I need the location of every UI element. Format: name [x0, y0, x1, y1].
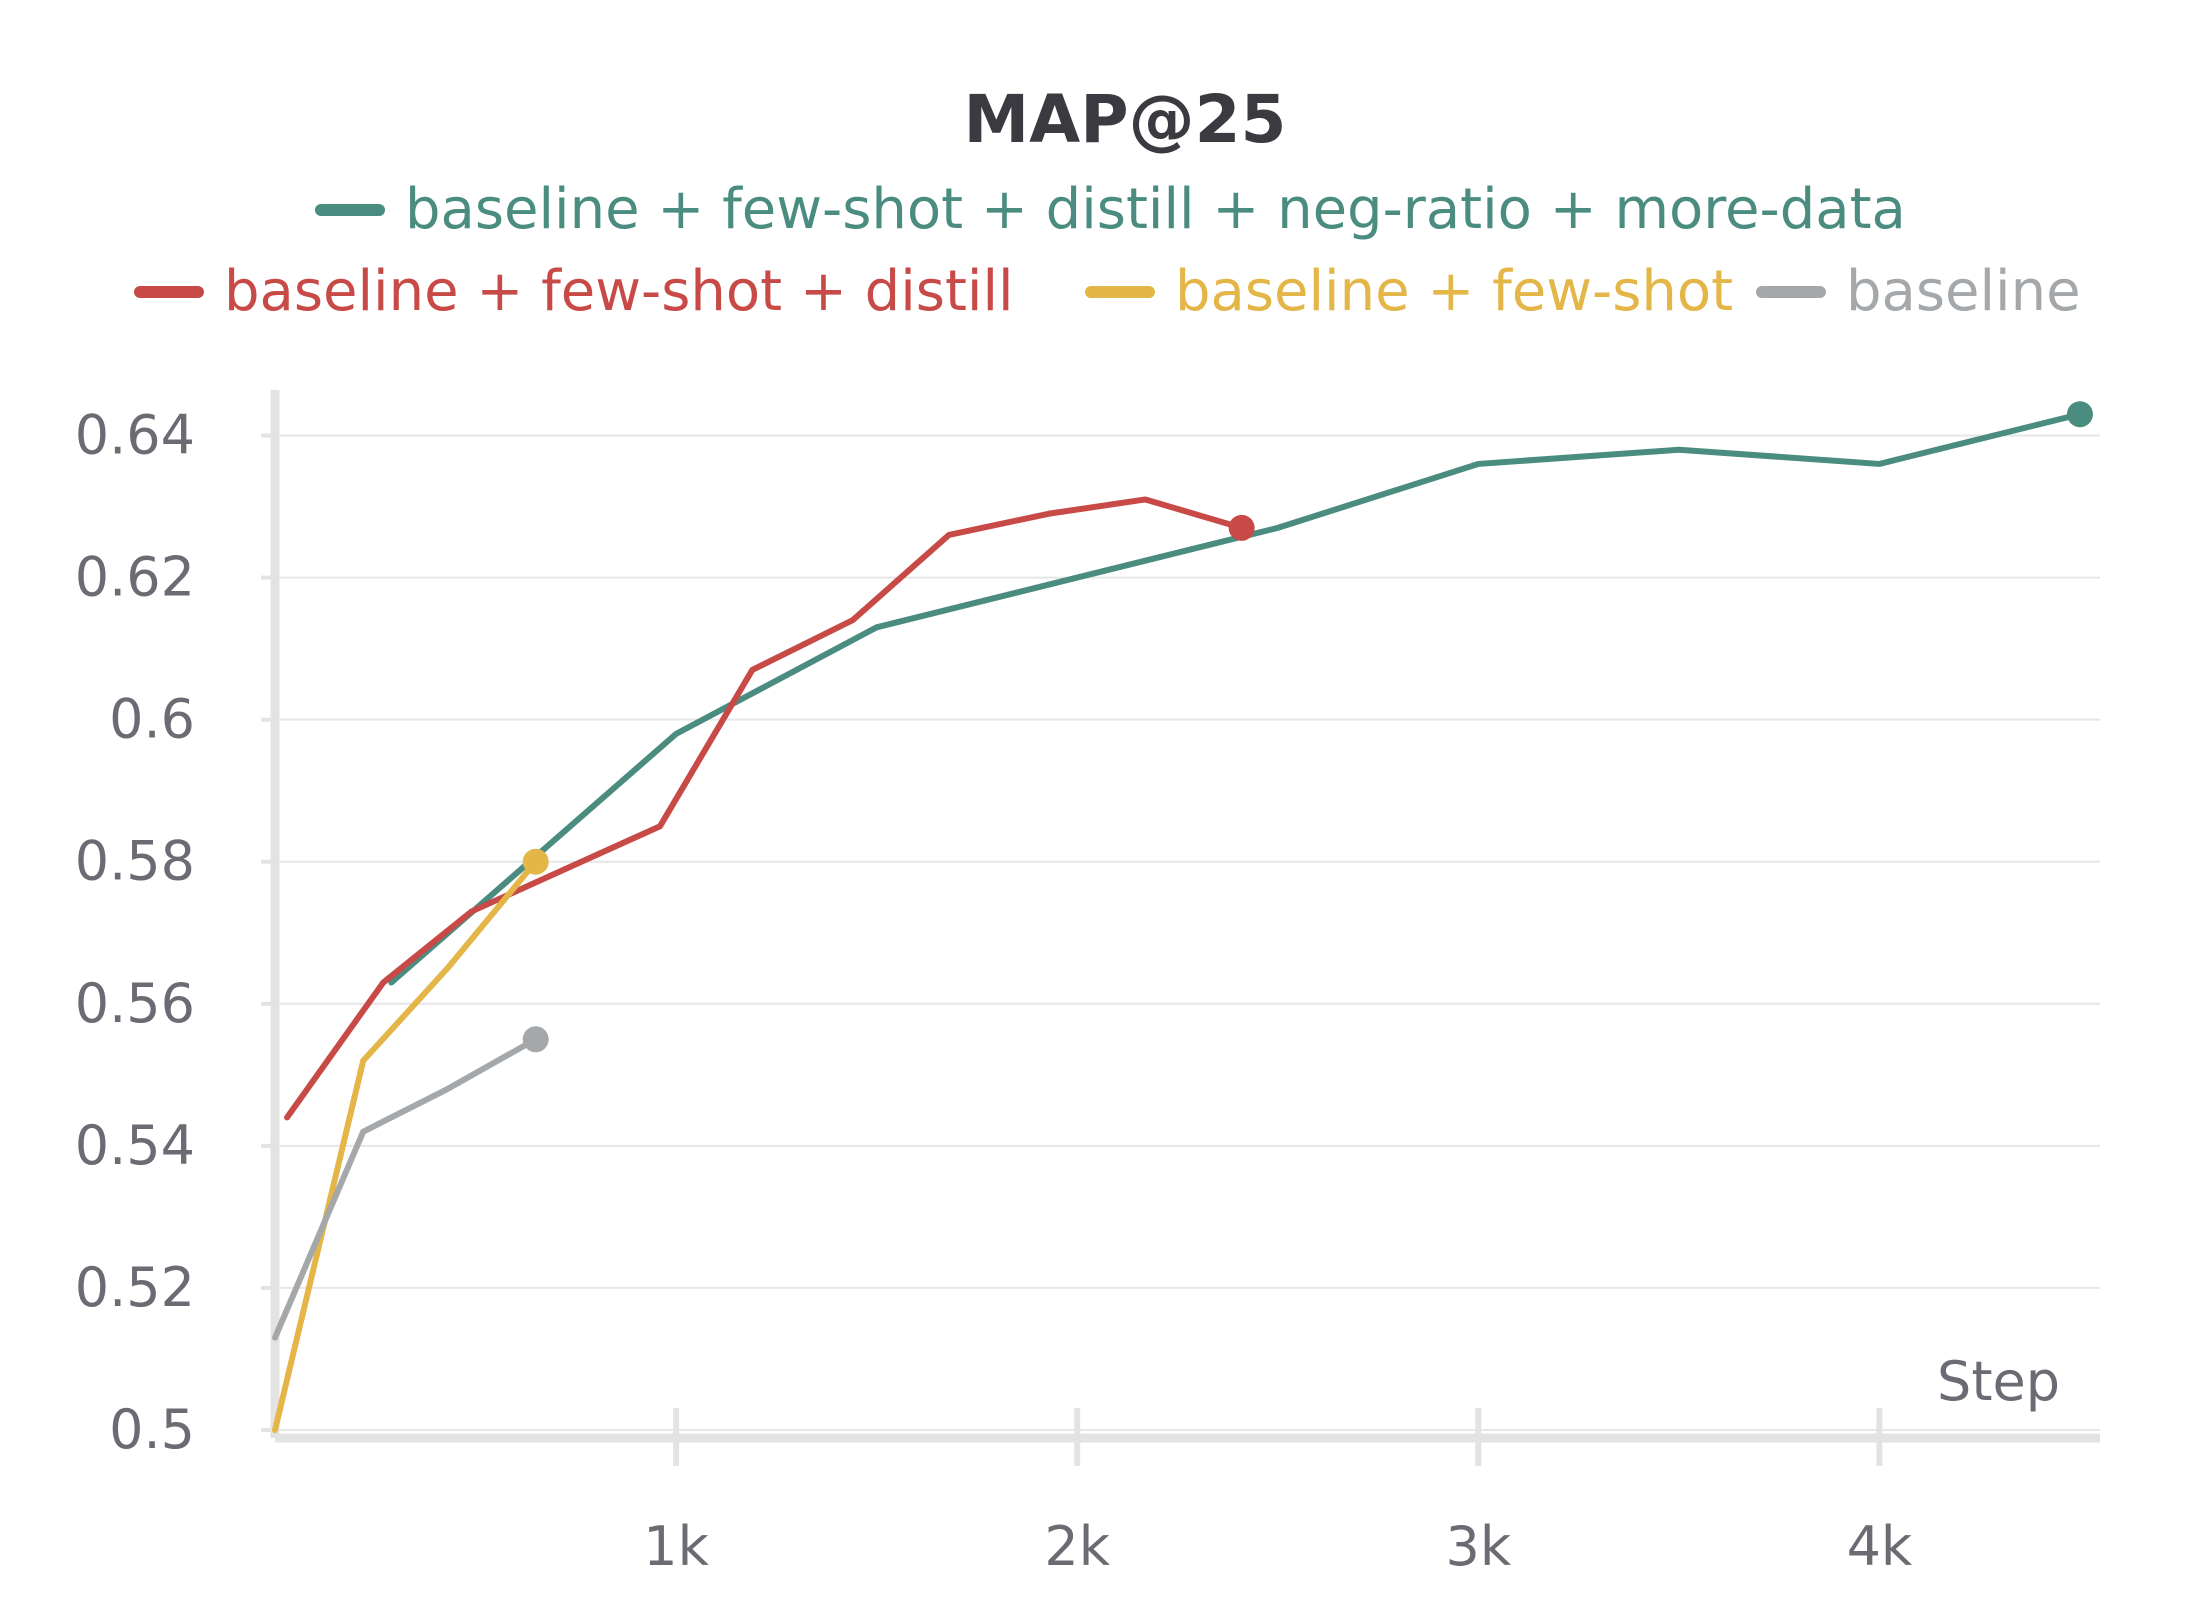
series-endpoint-3	[522, 1026, 549, 1053]
y-tick-label: 0.52	[75, 1256, 195, 1319]
x-tick-label: 3k	[1445, 1515, 1511, 1578]
y-tick-label: 0.5	[109, 1398, 195, 1461]
legend-label: baseline + few-shot + distill + neg-rati…	[405, 177, 1906, 242]
series-line-0	[388, 411, 2083, 986]
x-tick-label: 1k	[643, 1515, 709, 1578]
y-gridlines	[261, 433, 2100, 1432]
x-axis-label: Step	[1937, 1350, 2060, 1413]
legend: baseline + few-shot + distill + neg-rati…	[134, 177, 2081, 324]
legend-label: baseline	[1846, 259, 2081, 324]
series-group	[272, 401, 2093, 1433]
chart-title: MAP@25	[964, 81, 1287, 158]
legend-label: baseline + few-shot	[1175, 259, 1733, 324]
x-tick-label: 2k	[1044, 1515, 1110, 1578]
series-line-2	[272, 858, 539, 1433]
x-tick-label: 4k	[1847, 1515, 1913, 1578]
y-tick-label: 0.6	[109, 688, 195, 751]
axes	[270, 390, 2100, 1443]
y-tick-label: 0.64	[75, 404, 195, 467]
series-endpoint-2	[522, 848, 549, 875]
y-tick-label: 0.56	[75, 972, 195, 1035]
series-line-3	[272, 1036, 539, 1341]
x-tick-labels: 1k 2k 3k 4k	[643, 1515, 1913, 1578]
y-tick-label: 0.62	[75, 546, 195, 609]
y-tick-label: 0.58	[75, 830, 195, 893]
series-endpoint-0	[2066, 401, 2093, 428]
series-endpoint-1	[1228, 514, 1255, 541]
series-line-1	[284, 496, 1245, 1121]
y-tick-labels: 0.5 0.52 0.54 0.56 0.58 0.6 0.62 0.64	[75, 404, 195, 1461]
legend-label: baseline + few-shot + distill	[224, 259, 1014, 324]
y-tick-label: 0.54	[75, 1114, 195, 1177]
